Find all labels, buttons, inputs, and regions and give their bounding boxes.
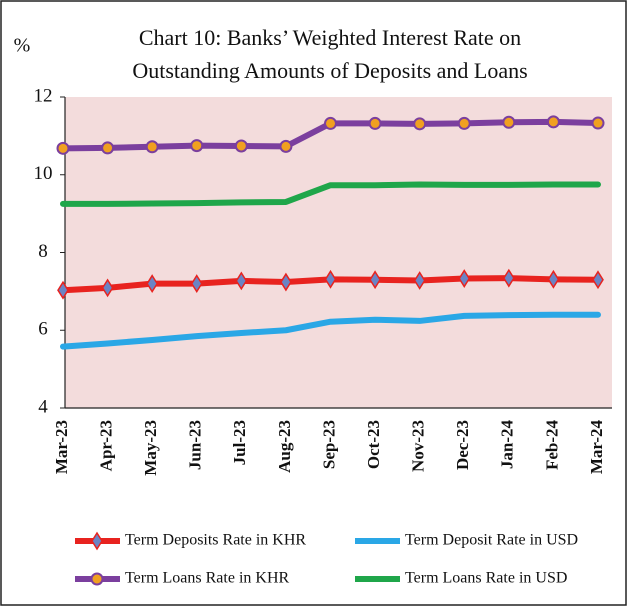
x-tick-label: Mar-24 xyxy=(587,420,606,475)
point-marker xyxy=(234,139,248,153)
legend-label: Term Loans Rate in USD xyxy=(405,570,567,587)
y-axis-label: % xyxy=(14,35,31,57)
point-marker xyxy=(190,139,204,153)
y-tick-label: 4 xyxy=(38,396,48,417)
point-marker xyxy=(145,140,159,154)
point-marker xyxy=(369,270,381,290)
x-tick-label: Nov-23 xyxy=(409,420,428,472)
point-marker xyxy=(57,280,69,300)
legend-label: Term Deposit Rate in USD xyxy=(405,532,578,549)
x-tick-label: Jul-23 xyxy=(230,420,249,465)
y-tick-label: 12 xyxy=(34,85,53,106)
point-marker xyxy=(547,269,560,289)
line-series xyxy=(60,311,601,350)
legend-marker xyxy=(91,531,103,551)
point-marker xyxy=(368,116,382,130)
legend-label: Term Deposits Rate in KHR xyxy=(125,532,306,549)
point-marker xyxy=(324,269,337,289)
point-marker xyxy=(591,116,605,130)
chart-title: Chart 10: Banks’ Weighted Interest Rate … xyxy=(139,25,521,50)
point-marker xyxy=(101,278,114,298)
x-tick-label: May-23 xyxy=(141,420,160,476)
x-tick-label: Sep-23 xyxy=(319,420,338,469)
point-marker xyxy=(56,141,70,155)
y-tick-label: 8 xyxy=(38,241,48,262)
point-marker xyxy=(146,274,159,294)
point-marker xyxy=(457,116,471,130)
point-marker xyxy=(279,139,293,153)
point-marker xyxy=(592,270,604,290)
line-series xyxy=(60,181,601,207)
legend-label: Term Loans Rate in KHR xyxy=(125,570,290,587)
point-marker xyxy=(458,269,471,288)
chart-title: Outstanding Amounts of Deposits and Loan… xyxy=(132,58,527,83)
x-tick-label: Jan-24 xyxy=(498,420,517,470)
x-tick-label: Aug-23 xyxy=(275,420,294,473)
x-tick-label: Feb-24 xyxy=(542,420,561,471)
x-tick-label: Mar-23 xyxy=(52,420,71,474)
legend-marker xyxy=(90,572,104,586)
y-tick-label: 6 xyxy=(38,319,48,340)
point-marker xyxy=(413,117,427,131)
x-tick-label: Jun-23 xyxy=(186,420,205,470)
x-tick-label: Dec-23 xyxy=(453,420,472,470)
point-marker xyxy=(502,268,515,288)
point-marker xyxy=(413,271,426,290)
point-marker xyxy=(502,115,516,129)
point-marker xyxy=(280,272,292,292)
x-tick-label: Apr-23 xyxy=(96,420,115,471)
point-marker xyxy=(324,116,337,130)
point-marker xyxy=(546,115,560,129)
point-marker xyxy=(101,141,115,155)
y-tick-label: 10 xyxy=(34,163,53,184)
x-tick-label: Oct-23 xyxy=(364,420,383,469)
point-marker xyxy=(190,274,203,294)
point-marker xyxy=(235,271,248,291)
